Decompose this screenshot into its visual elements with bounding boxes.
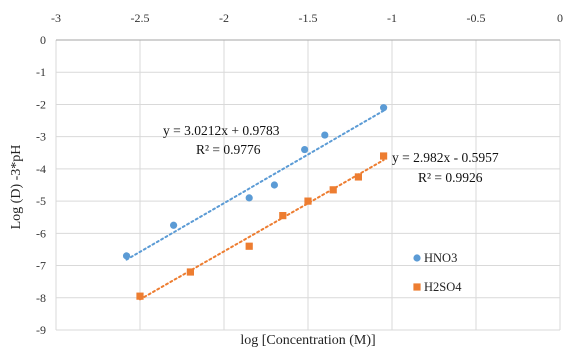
point-h2so4	[279, 212, 287, 220]
legend-label-hno3: HNO3	[424, 251, 457, 265]
y-tick-label: -8	[36, 291, 46, 305]
r2-h2so4: R² = 0.9926	[418, 170, 483, 185]
equation-hno3: y = 3.0212x + 0.9783	[163, 123, 280, 138]
y-tick-label: -4	[36, 162, 46, 176]
y-tick-label: -7	[36, 259, 46, 273]
point-hno3	[270, 181, 278, 189]
x-axis-title: log [Concentration (M)]	[240, 333, 375, 348]
point-hno3	[380, 104, 388, 112]
point-h2so4	[329, 186, 337, 194]
point-hno3	[170, 221, 178, 229]
y-tick-label: -9	[36, 323, 46, 337]
legend-label-h2so4: H2SO4	[424, 280, 462, 294]
data-points	[122, 104, 388, 300]
legend-marker-hno3	[413, 254, 421, 262]
point-h2so4	[354, 173, 362, 181]
equation-h2so4: y = 2.982x - 0.5957	[392, 150, 499, 165]
y-tick-label: 0	[40, 33, 46, 47]
trendlines	[125, 109, 385, 301]
trendline-h2so4	[139, 159, 385, 301]
axes: -3 -2.5 -2 -1.5 -1 -0.5 0 0 -1 -2 -3 -4 -5 -6 -7 -8 -9	[36, 11, 563, 337]
r2-hno3: R² = 0.9776	[196, 142, 261, 157]
x-tick-label: -2	[219, 11, 229, 25]
point-h2so4	[380, 152, 388, 160]
x-tick-label: -2.5	[131, 11, 150, 25]
point-h2so4	[186, 268, 194, 276]
x-tick-label: -3	[51, 11, 61, 25]
point-hno3	[245, 194, 253, 202]
y-tick-label: -5	[36, 194, 46, 208]
point-hno3	[301, 145, 309, 154]
point-h2so4	[136, 292, 144, 300]
y-tick-label: -2	[36, 97, 46, 111]
x-tick-label: -0.5	[467, 11, 486, 25]
trendline-hno3	[125, 109, 385, 261]
y-tick-label: -6	[36, 226, 46, 240]
point-h2so4	[304, 197, 312, 205]
y-tick-label: -3	[36, 130, 46, 144]
x-tick-label: -1	[387, 11, 397, 25]
y-axis-title: Log (D) -3*pH	[9, 145, 24, 230]
x-tick-label: -1.5	[299, 11, 318, 25]
y-tick-label: -1	[36, 65, 46, 79]
x-tick-label: 0	[557, 11, 563, 25]
equation-labels: y = 3.0212x + 0.9783 R² = 0.9776 y = 2.982…	[163, 123, 499, 185]
legend-marker-h2so4	[413, 283, 421, 291]
legend: HNO3 H2SO4	[413, 251, 462, 294]
point-h2so4	[245, 242, 253, 250]
point-hno3	[122, 252, 131, 260]
point-hno3	[321, 131, 329, 139]
